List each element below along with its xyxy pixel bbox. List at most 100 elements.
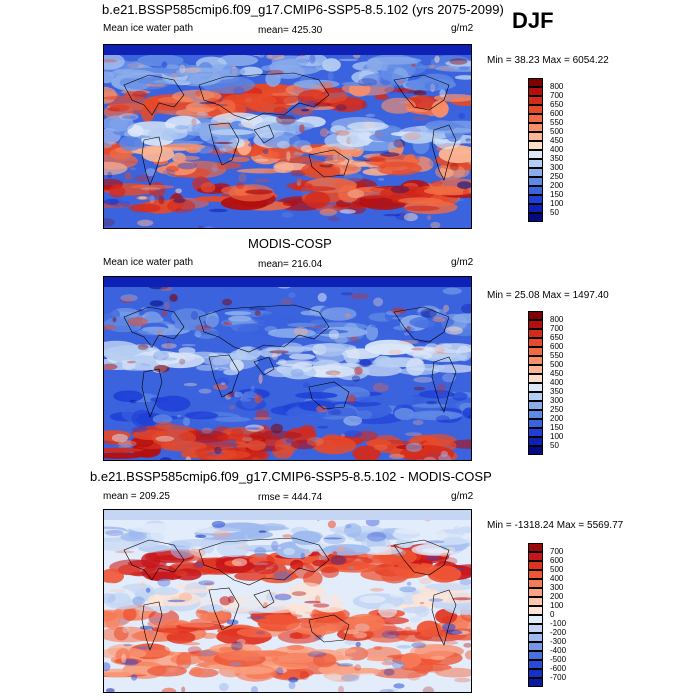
colorbar-swatch — [528, 150, 543, 159]
colorbar-swatch — [528, 78, 543, 87]
colorbar-swatch — [528, 105, 543, 114]
colorbar-swatch — [528, 437, 543, 446]
colorbar-label: 600 — [550, 342, 564, 351]
colorbar-swatch — [528, 606, 543, 615]
colorbar-swatch — [528, 410, 543, 419]
panel-1-left-label: Mean ice water path — [103, 23, 194, 34]
colorbar-swatch — [528, 570, 543, 579]
colorbar-swatch — [528, 383, 543, 392]
colorbar-swatch — [528, 96, 543, 105]
colorbar-label: 500 — [550, 565, 564, 574]
colorbar-label: -400 — [550, 646, 567, 655]
colorbar-swatch — [528, 660, 543, 669]
colorbar-swatch — [528, 392, 543, 401]
colorbar-label: 300 — [550, 163, 564, 172]
colorbar-swatch — [528, 114, 543, 123]
colorbar-label: 50 — [550, 441, 559, 450]
panel-2-left-label: Mean ice water path — [103, 257, 194, 268]
panel-1-mean-label: mean= 425.30 — [258, 25, 323, 36]
colorbar-swatch — [528, 588, 543, 597]
colorbar-swatch — [528, 338, 543, 347]
panel-2-map — [103, 276, 472, 461]
colorbar-swatch — [528, 356, 543, 365]
colorbar-label: -500 — [550, 655, 567, 664]
panel-1-minmax-label: Min = 38.23 Max = 6054.22 — [487, 55, 609, 66]
colorbar-swatch — [528, 186, 543, 195]
colorbar-label: 300 — [550, 583, 564, 592]
colorbar-swatch — [528, 642, 543, 651]
colorbar-swatch — [528, 419, 543, 428]
colorbar-label: 350 — [550, 154, 564, 163]
panel-2-units-label: g/m2 — [451, 257, 474, 268]
colorbar-label: 300 — [550, 396, 564, 405]
colorbar-label: 200 — [550, 592, 564, 601]
panel-1-map — [103, 44, 472, 229]
colorbar-label: 400 — [550, 574, 564, 583]
colorbar-label: 400 — [550, 145, 564, 154]
colorbar-swatch — [528, 401, 543, 410]
colorbar-swatch — [528, 446, 543, 455]
colorbar-label: 100 — [550, 199, 564, 208]
colorbar-label: 50 — [550, 208, 559, 217]
panel-3-minmax-label: Min = -1318.24 Max = 5569.77 — [487, 520, 624, 531]
panel-2-minmax-label: Min = 25.08 Max = 1497.40 — [487, 290, 609, 301]
colorbar-swatch — [528, 579, 543, 588]
colorbar-label: 450 — [550, 369, 564, 378]
colorbar-swatch — [528, 132, 543, 141]
colorbar-label: 600 — [550, 109, 564, 118]
colorbar-label: -300 — [550, 637, 567, 646]
colorbar-label: 550 — [550, 118, 564, 127]
colorbar-label: -700 — [550, 673, 567, 682]
colorbar-label: 250 — [550, 172, 564, 181]
colorbar-swatch — [528, 633, 543, 642]
colorbar-swatch — [528, 141, 543, 150]
colorbar-label: 100 — [550, 601, 564, 610]
colorbar-swatch — [528, 365, 543, 374]
colorbar-label: 700 — [550, 547, 564, 556]
colorbar-swatch — [528, 87, 543, 96]
colorbar-label: -100 — [550, 619, 567, 628]
colorbar-swatch — [528, 678, 543, 687]
colorbar-label: 100 — [550, 432, 564, 441]
season-label: DJF — [512, 8, 554, 33]
colorbar-label: 700 — [550, 324, 564, 333]
colorbar-label: 500 — [550, 127, 564, 136]
colorbar-label: 700 — [550, 91, 564, 100]
colorbar-swatch — [528, 213, 543, 222]
colorbar-swatch — [528, 374, 543, 383]
colorbar-swatch — [528, 159, 543, 168]
colorbar-swatch — [528, 329, 543, 338]
colorbar-label: 150 — [550, 423, 564, 432]
colorbar-label: -200 — [550, 628, 567, 637]
colorbar-swatch — [528, 177, 543, 186]
colorbar-label: -600 — [550, 664, 567, 673]
colorbar-swatch — [528, 428, 543, 437]
colorbar-swatch — [528, 204, 543, 213]
colorbar-label: 450 — [550, 136, 564, 145]
colorbar-label: 650 — [550, 333, 564, 342]
colorbar-swatch — [528, 561, 543, 570]
panel-1-title: b.e21.BSSP585cmip6.f09_g17.CMIP6-SSP5-8.… — [102, 2, 504, 17]
colorbar-label: 0 — [550, 610, 555, 619]
colorbar-label: 500 — [550, 360, 564, 369]
colorbar-swatch — [528, 347, 543, 356]
colorbar-swatch — [528, 320, 543, 329]
colorbar-label: 800 — [550, 82, 564, 91]
colorbar-label: 800 — [550, 315, 564, 324]
colorbar-swatch — [528, 615, 543, 624]
colorbar-swatch — [528, 597, 543, 606]
panel-3-rmse-label: rmse = 444.74 — [258, 492, 323, 503]
panel-1-units-label: g/m2 — [451, 23, 474, 34]
colorbar-swatch — [528, 195, 543, 204]
colorbar-swatch — [528, 651, 543, 660]
colorbar-label: 250 — [550, 405, 564, 414]
panel-2-title: MODIS-COSP — [248, 236, 332, 251]
panel-2-mean-label: mean= 216.04 — [258, 259, 323, 270]
panel-3-mean-label: mean = 209.25 — [103, 491, 170, 502]
colorbar-label: 550 — [550, 351, 564, 360]
colorbar-swatch — [528, 543, 543, 552]
colorbar-label: 150 — [550, 190, 564, 199]
colorbar-label: 600 — [550, 556, 564, 565]
panel-3-units-label: g/m2 — [451, 491, 474, 502]
colorbar-label: 200 — [550, 414, 564, 423]
